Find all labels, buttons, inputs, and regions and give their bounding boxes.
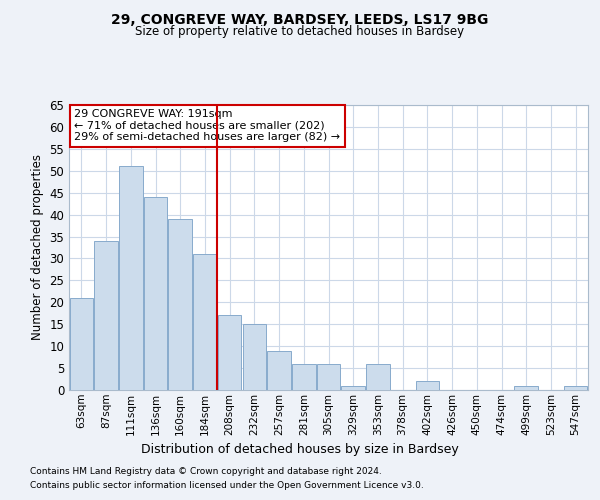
Bar <box>317 364 340 390</box>
Bar <box>144 197 167 390</box>
Y-axis label: Number of detached properties: Number of detached properties <box>31 154 44 340</box>
Bar <box>242 324 266 390</box>
Text: Distribution of detached houses by size in Bardsey: Distribution of detached houses by size … <box>141 442 459 456</box>
Bar <box>292 364 316 390</box>
Bar <box>193 254 217 390</box>
Bar <box>564 386 587 390</box>
Bar <box>366 364 389 390</box>
Text: 29, CONGREVE WAY, BARDSEY, LEEDS, LS17 9BG: 29, CONGREVE WAY, BARDSEY, LEEDS, LS17 9… <box>112 12 488 26</box>
Bar <box>169 219 192 390</box>
Bar <box>218 316 241 390</box>
Bar <box>94 241 118 390</box>
Bar <box>70 298 93 390</box>
Bar <box>268 350 291 390</box>
Text: Size of property relative to detached houses in Bardsey: Size of property relative to detached ho… <box>136 25 464 38</box>
Text: Contains HM Land Registry data © Crown copyright and database right 2024.: Contains HM Land Registry data © Crown c… <box>30 468 382 476</box>
Bar <box>514 386 538 390</box>
Bar <box>119 166 143 390</box>
Bar <box>416 381 439 390</box>
Text: Contains public sector information licensed under the Open Government Licence v3: Contains public sector information licen… <box>30 481 424 490</box>
Text: 29 CONGREVE WAY: 191sqm
← 71% of detached houses are smaller (202)
29% of semi-d: 29 CONGREVE WAY: 191sqm ← 71% of detache… <box>74 110 340 142</box>
Bar <box>341 386 365 390</box>
